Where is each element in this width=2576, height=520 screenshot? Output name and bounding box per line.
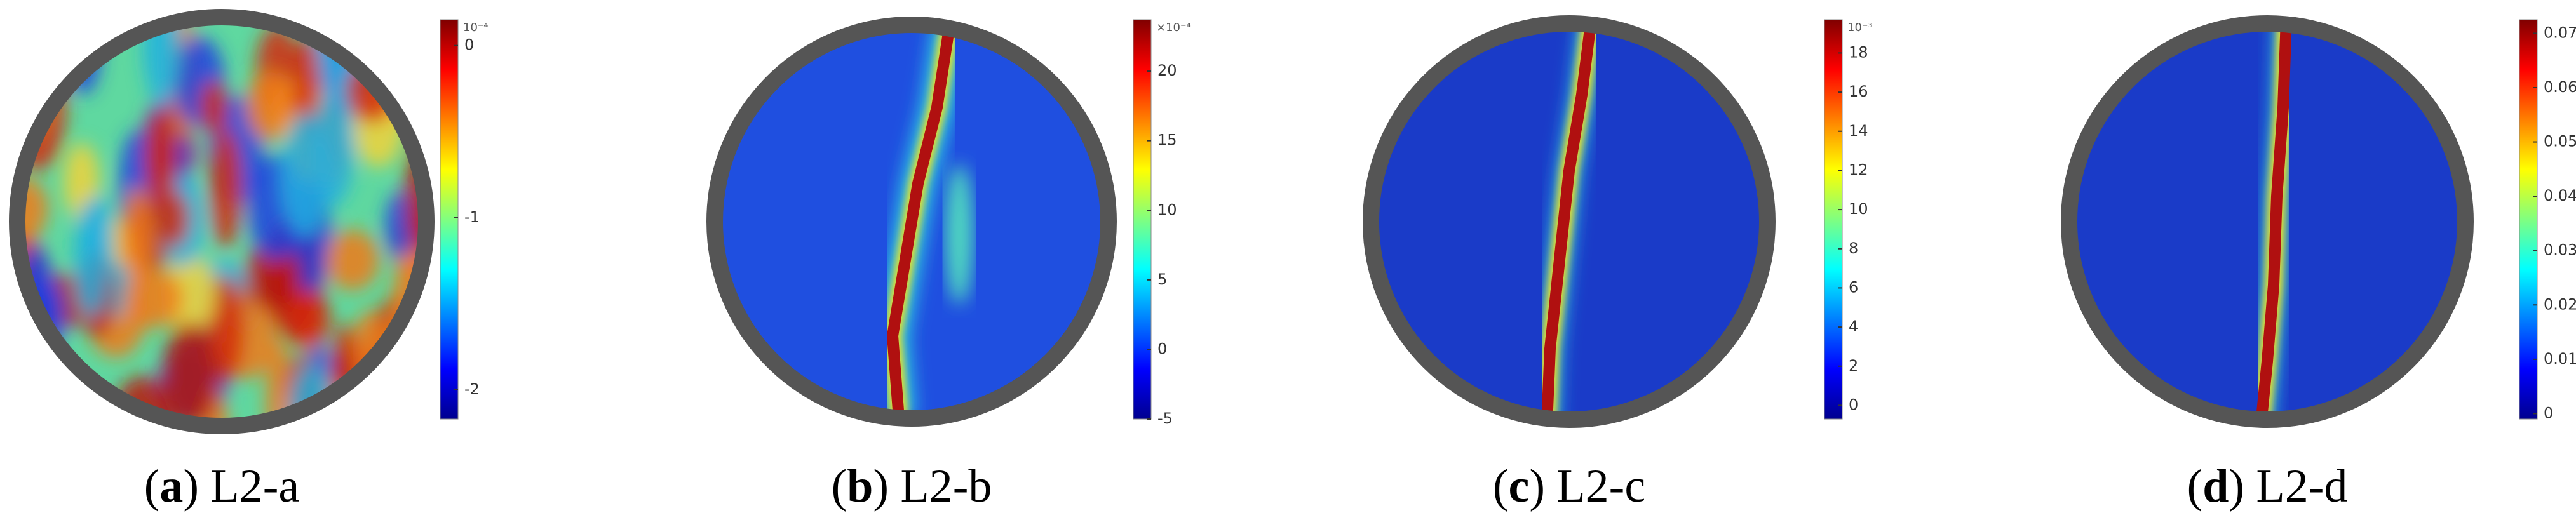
colorbar-tick-label: 8	[1849, 239, 1858, 257]
colorbar-tick-label: -5	[1157, 410, 1173, 427]
colorbar-tick-label: 6	[1849, 278, 1858, 296]
colorbar-tick-label: 0	[2544, 404, 2553, 422]
blob	[313, 85, 355, 206]
rim	[706, 17, 1117, 427]
blob	[121, 186, 154, 292]
blob	[325, 229, 380, 291]
panel: 18 16 14 12 10 8 6 4 2 0 10⁻³ (c) L2-c	[1363, 15, 1873, 512]
colorbar-tick-label: 0.05	[2544, 133, 2576, 150]
blob	[282, 290, 331, 349]
blob	[162, 322, 219, 429]
blob	[144, 107, 177, 206]
colorbar-tick-label: 10	[1849, 200, 1868, 218]
crack	[887, 23, 955, 419]
panel: 20 15 10 5 0 -5 ×10⁻⁴ (b) L2-b	[706, 17, 1191, 512]
caption-part: c	[1508, 460, 1529, 512]
caption-part: ) L2-d	[2229, 460, 2347, 512]
colorbar-tick-label: 16	[1849, 83, 1868, 100]
colorbar-tick-label: 0.04	[2544, 187, 2576, 204]
rim	[2061, 15, 2474, 428]
blob	[159, 191, 190, 248]
colorbar-tick-label: 0.03	[2544, 241, 2576, 259]
panel: 0.07 0.06 0.05 0.04 0.03 0.02 0.01 0 (d) L2-d	[2061, 15, 2576, 512]
colorbar-tick-label: 20	[1157, 62, 1177, 79]
caption-part: ) L2-a	[183, 460, 299, 512]
blob	[382, 12, 414, 53]
colorbar-tick-label: 14	[1849, 122, 1868, 140]
colorbar-tick-label: 0.01	[2544, 350, 2576, 368]
colorbar-tick-label: 18	[1849, 43, 1868, 61]
colorbar-exponent: ×10⁻⁴	[1156, 21, 1191, 34]
blob	[12, 364, 30, 431]
branch	[945, 164, 973, 304]
rim	[1363, 15, 1776, 428]
crack	[1541, 18, 1597, 425]
caption: (d) L2-d	[2187, 460, 2348, 512]
colorbar-tick-label: 0	[1849, 396, 1858, 413]
colorbar-tick-label: 0	[464, 36, 474, 54]
colorbar-exponent: 10⁻⁴	[463, 21, 489, 34]
caption-part: a	[159, 460, 183, 512]
panel: 0 -1 -2 10⁻⁴ (a) L2-a	[9, 9, 489, 512]
caption: (c) L2-c	[1493, 460, 1645, 512]
rim	[9, 9, 435, 434]
colorbar	[2519, 19, 2538, 420]
caption-part: (	[832, 460, 847, 512]
colorbar-tick-label: 4	[1849, 317, 1858, 335]
caption-part: (	[1493, 460, 1509, 512]
blob	[73, 199, 108, 319]
blob	[12, 12, 35, 44]
blob	[245, 71, 293, 142]
caption-part: (	[144, 460, 160, 512]
blob	[124, 268, 184, 328]
caption-part: ) L2-b	[873, 460, 992, 512]
caption-part: (	[2187, 460, 2203, 512]
colorbar-tick-label: 15	[1157, 131, 1177, 149]
blob	[12, 378, 34, 431]
blob	[396, 383, 424, 431]
blob	[199, 79, 228, 135]
colorbar-tick-label: -1	[464, 208, 480, 226]
caption: (b) L2-b	[832, 460, 992, 512]
caption: (a) L2-a	[144, 460, 300, 512]
colorbar-tick-label: 0.07	[2544, 23, 2576, 41]
colorbar-tick-label: 12	[1849, 161, 1868, 178]
caption-part: d	[2202, 460, 2229, 512]
colorbar	[1133, 19, 1152, 420]
colorbar-tick-label: 0.06	[2544, 78, 2576, 96]
colorbar	[440, 19, 459, 420]
blob	[13, 39, 42, 99]
colorbar-tick-label: -2	[464, 380, 480, 398]
colorbar-tick-label: 10	[1157, 201, 1177, 218]
blob	[209, 128, 242, 249]
colorbar-tick-label: 0	[1157, 340, 1167, 357]
caption-part: b	[847, 460, 873, 512]
blob	[290, 36, 321, 135]
caption-part: ) L2-c	[1529, 460, 1645, 512]
colorbar-tick-label: 2	[1849, 357, 1858, 375]
blob	[243, 241, 300, 310]
colorbar-exponent: 10⁻³	[1847, 21, 1873, 34]
blob	[12, 12, 63, 72]
crack	[2255, 18, 2292, 425]
colorbar	[1824, 19, 1843, 420]
colorbar-tick-label: 5	[1157, 270, 1167, 288]
colorbar-tick-label: 0.02	[2544, 295, 2576, 313]
strain-field	[12, 12, 431, 431]
